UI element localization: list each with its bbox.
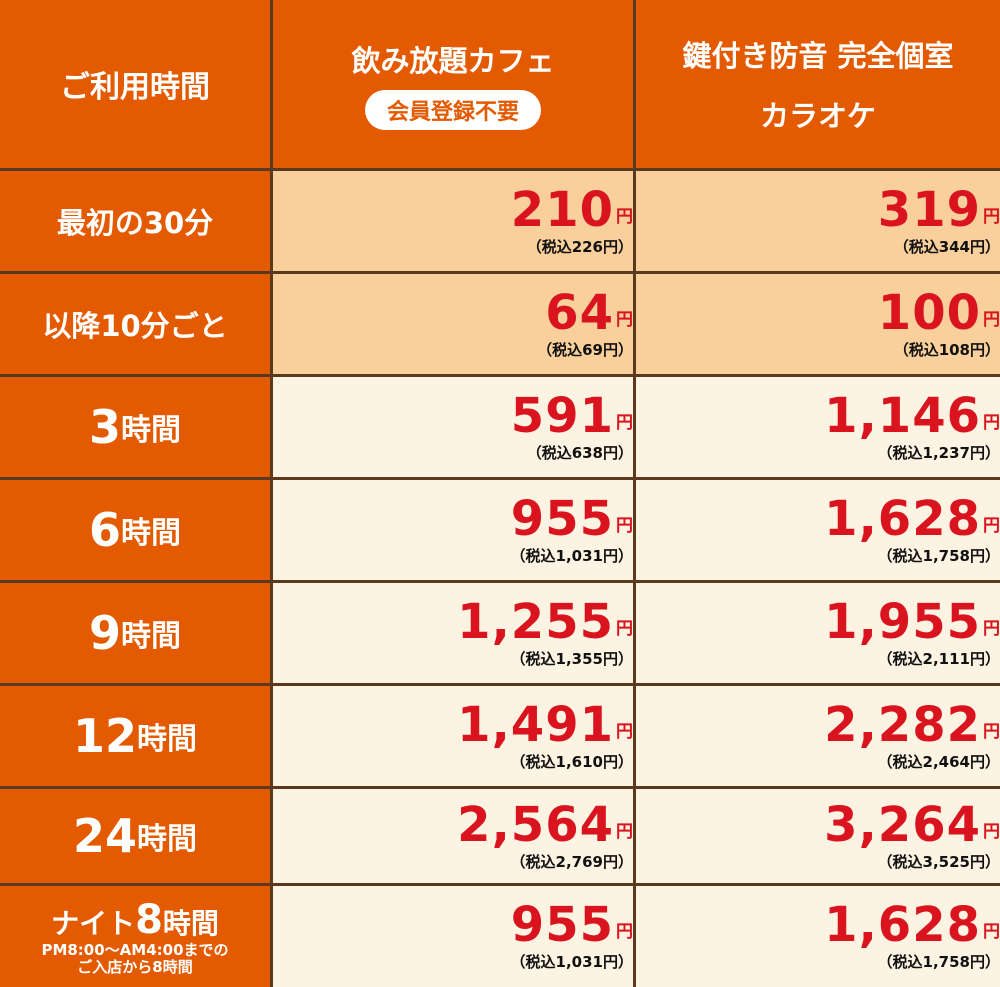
cafe-price-tax: （税込1,031円） [510, 953, 633, 971]
karaoke-price: 1,955 [824, 593, 981, 650]
cafe-price-tax: （税込226円） [526, 237, 633, 256]
karaoke-price-cell: 1,955 円 （税込2,111円） [636, 583, 1000, 683]
header-time-cell: ご利用時間 [0, 0, 270, 168]
karaoke-price-tax: （税込2,111円） [877, 649, 1000, 668]
row-label-3h: 3 時間 [0, 377, 270, 477]
yen-mark: 円 [616, 821, 633, 842]
night-label-main: ナイト8時間 [51, 898, 219, 942]
karaoke-price: 1,628 [824, 897, 981, 953]
yen-mark: 円 [616, 721, 633, 742]
row-label-night8h: ナイト8時間 PM8:00～AM4:00までの ご入店から8時間 [0, 886, 270, 987]
row-label-first30: 最初の30分 [0, 171, 270, 271]
cafe-title: 飲み放題カフェ [351, 44, 555, 78]
cafe-price-cell: 955 円 （税込1,031円） [273, 480, 633, 580]
yen-mark: 円 [983, 412, 1000, 433]
row-label-number: 24 [72, 809, 137, 863]
karaoke-price-cell: 319 円 （税込344円） [636, 171, 1000, 271]
cafe-price-tax: （税込1,031円） [510, 546, 633, 565]
cafe-price-cell: 591 円 （税込638円） [273, 377, 633, 477]
karaoke-price-cell: 3,264 円 （税込3,525円） [636, 789, 1000, 883]
yen-mark: 円 [616, 515, 633, 536]
cafe-price-tax: （税込638円） [526, 443, 633, 462]
yen-mark: 円 [616, 618, 633, 639]
row-label-24h: 24 時間 [0, 789, 270, 883]
cafe-price: 591 [510, 387, 614, 444]
cafe-price: 955 [510, 897, 614, 953]
karaoke-price-tax: （税込1,237円） [877, 443, 1000, 462]
row-label-number: 6 [88, 503, 121, 557]
row-label-number: 12 [72, 709, 137, 763]
karaoke-price: 1,628 [824, 490, 981, 547]
karaoke-price-cell: 2,282 円 （税込2,464円） [636, 686, 1000, 786]
row-label-text: 最初の30分 [56, 206, 214, 240]
karaoke-price-tax: （税込1,758円） [877, 546, 1000, 565]
karaoke-price: 100 [877, 284, 981, 341]
karaoke-price-tax: （税込3,525円） [877, 852, 1000, 871]
yen-mark: 円 [983, 922, 1000, 942]
karaoke-price-cell: 1,146 円 （税込1,237円） [636, 377, 1000, 477]
karaoke-price-tax: （税込108円） [893, 340, 1000, 359]
yen-mark: 円 [983, 206, 1000, 227]
row-label-unit: 時間 [137, 822, 197, 857]
row-label-number: 9 [88, 606, 121, 660]
yen-mark: 円 [983, 309, 1000, 330]
header-karaoke-cell: 鍵付き防音 完全個室 カラオケ [636, 0, 1000, 168]
cafe-price-tax: （税込1,610円） [510, 752, 633, 771]
karaoke-price-tax: （税込2,464円） [877, 752, 1000, 771]
karaoke-price: 1,146 [824, 387, 981, 444]
cafe-price: 1,255 [457, 593, 614, 650]
cafe-price: 955 [510, 490, 614, 547]
karaoke-price-cell: 1,628 円 （税込1,758円） [636, 886, 1000, 987]
cafe-price-cell: 955 円 （税込1,031円） [273, 886, 633, 987]
cafe-price: 64 [545, 284, 614, 341]
cafe-price-cell: 1,255 円 （税込1,355円） [273, 583, 633, 683]
row-label-9h: 9 時間 [0, 583, 270, 683]
cafe-price: 2,564 [457, 796, 614, 853]
no-registration-badge: 会員登録不要 [364, 90, 541, 130]
karaoke-price-tax: （税込344円） [893, 237, 1000, 256]
row-label-unit: 時間 [121, 413, 181, 448]
row-label-unit: 時間 [162, 907, 219, 940]
cafe-price-tax: （税込1,355円） [510, 649, 633, 668]
cafe-price-cell: 64 円 （税込69円） [273, 274, 633, 374]
row-label-per10: 以降10分ごと [0, 274, 270, 374]
cafe-price-cell: 210 円 （税込226円） [273, 171, 633, 271]
yen-mark: 円 [983, 618, 1000, 639]
row-label-number: 8 [135, 897, 163, 943]
yen-mark: 円 [983, 721, 1000, 742]
yen-mark: 円 [616, 922, 633, 942]
row-label-6h: 6 時間 [0, 480, 270, 580]
karaoke-price-cell: 1,628 円 （税込1,758円） [636, 480, 1000, 580]
yen-mark: 円 [616, 309, 633, 330]
karaoke-price: 319 [877, 181, 981, 238]
header-cafe-cell: 飲み放題カフェ 会員登録不要 [273, 0, 633, 168]
cafe-price: 210 [510, 181, 614, 238]
yen-mark: 円 [616, 412, 633, 433]
cafe-price-cell: 2,564 円 （税込2,769円） [273, 789, 633, 883]
row-label-unit: 時間 [121, 516, 181, 551]
row-label-unit: 時間 [121, 619, 181, 654]
yen-mark: 円 [983, 515, 1000, 536]
cafe-price-tax: （税込2,769円） [510, 852, 633, 871]
row-label-number: 3 [88, 400, 121, 454]
karaoke-title-line1: 鍵付き防音 完全個室 [682, 39, 954, 73]
karaoke-price-tax: （税込1,758円） [877, 953, 1000, 971]
karaoke-price: 2,282 [824, 696, 981, 753]
night-note-line1: PM8:00～AM4:00までの [41, 941, 229, 959]
yen-mark: 円 [983, 821, 1000, 842]
row-label-text: 以降10分ごと [42, 309, 228, 343]
cafe-price-tax: （税込69円） [537, 340, 633, 359]
yen-mark: 円 [616, 206, 633, 227]
row-label-12h: 12 時間 [0, 686, 270, 786]
night-label-prefix: ナイト [51, 907, 136, 940]
row-label-unit: 時間 [137, 722, 197, 757]
cafe-price-cell: 1,491 円 （税込1,610円） [273, 686, 633, 786]
time-header-label: ご利用時間 [60, 70, 210, 105]
karaoke-title-line2: カラオケ [759, 99, 876, 133]
karaoke-price-cell: 100 円 （税込108円） [636, 274, 1000, 374]
karaoke-price: 3,264 [824, 796, 981, 853]
cafe-price: 1,491 [457, 696, 614, 753]
night-note-line2: ご入店から8時間 [77, 957, 193, 976]
